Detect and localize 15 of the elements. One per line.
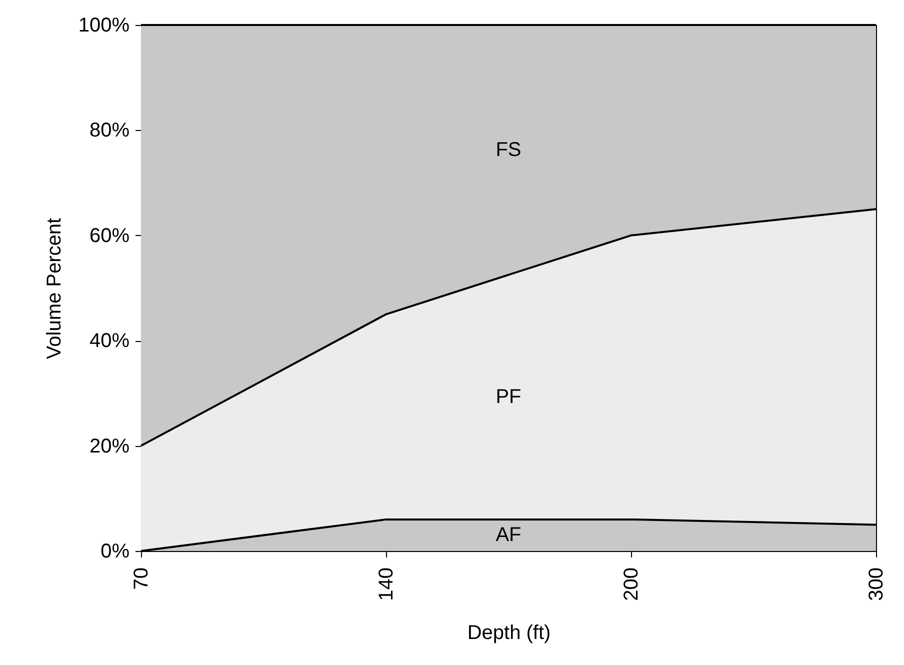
y-tick-label: 80%	[89, 120, 130, 142]
x-axis-title: Depth (ft)	[467, 622, 551, 644]
y-tick-label: 0%	[100, 540, 130, 562]
x-tick-label: 300	[866, 568, 888, 601]
y-axis-title: Volume Percent	[43, 217, 66, 360]
series-label: FS	[496, 138, 522, 161]
x-tick-label: 140	[376, 568, 398, 601]
x-tick-label: 70	[130, 568, 152, 590]
y-tick-label: 40%	[89, 330, 130, 352]
y-tick-label: 20%	[89, 435, 130, 458]
series-label: AF	[496, 524, 522, 546]
y-tick-label: 60%	[89, 224, 130, 247]
y-tick-label: 100%	[78, 14, 130, 36]
x-tick-label: 200	[620, 568, 642, 601]
series-label: PF	[496, 386, 522, 408]
